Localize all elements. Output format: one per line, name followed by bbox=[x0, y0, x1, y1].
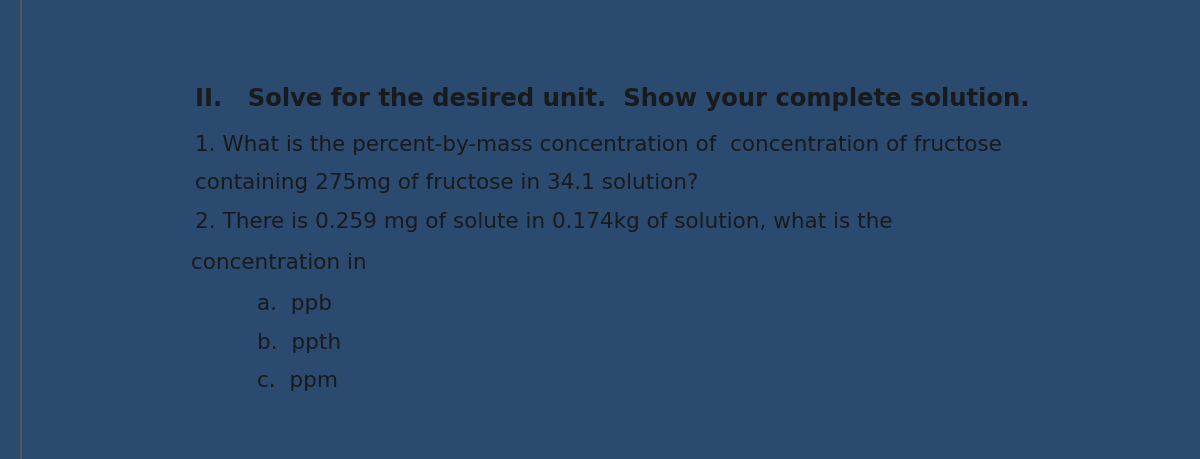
Text: concentration in: concentration in bbox=[191, 253, 366, 273]
Text: c.  ppm: c. ppm bbox=[257, 371, 338, 392]
Text: 1. What is the percent-by-mass concentration of  concentration of fructose: 1. What is the percent-by-mass concentra… bbox=[194, 134, 1002, 155]
Text: II.   Solve for the desired unit.  Show your complete solution.: II. Solve for the desired unit. Show you… bbox=[194, 87, 1030, 111]
Text: a.  ppb: a. ppb bbox=[257, 294, 332, 313]
Text: b.  ppth: b. ppth bbox=[257, 332, 341, 353]
Text: 2. There is 0.259 mg of solute in 0.174kg of solution, what is the: 2. There is 0.259 mg of solute in 0.174k… bbox=[194, 213, 892, 232]
Text: containing 275mg of fructose in 34.1 solution?: containing 275mg of fructose in 34.1 sol… bbox=[194, 174, 698, 194]
